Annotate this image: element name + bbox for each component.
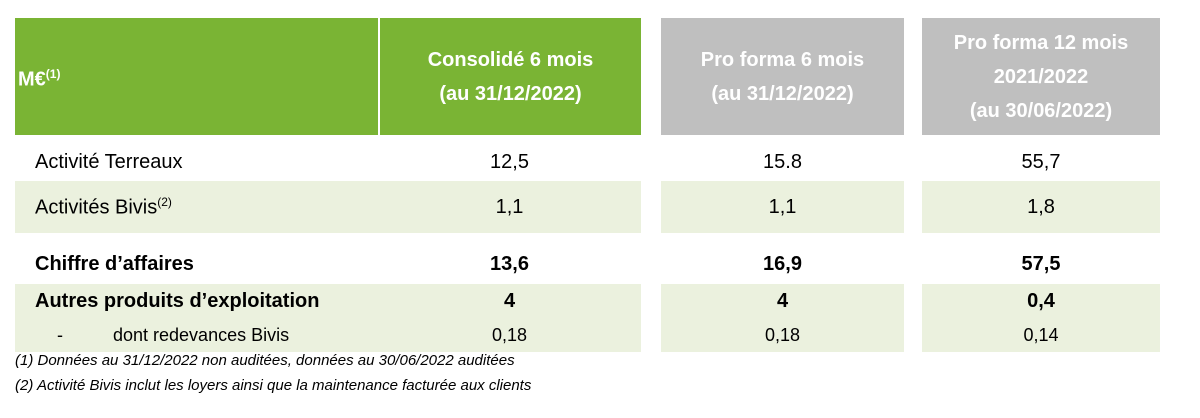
footnote: (2) Activité Bivis inclut les loyers ain… [15,377,531,394]
value-cell: 13,6 [378,245,641,283]
text: Chiffre d’affaires [35,252,194,275]
header-cell: Pro forma 12 mois 2021/2022 (au 30/06/2022… [922,18,1160,135]
value-cell: 57,5 [922,245,1160,283]
value-cell: 0,18 [378,318,641,352]
row-label: Chiffre d’affaires [35,253,378,276]
value-cell: 1,1 [378,181,641,233]
value: 16,9 [763,252,802,275]
header-cell: Consolidé 6 mois (au 31/12/2022) [378,18,641,135]
text: M€ [18,68,46,91]
text: (2) Activité Bivis inclut les loyers ain… [15,377,532,394]
value: 55,7 [1021,150,1061,173]
value-cell: 1,1 [661,181,904,233]
value: 15.8 [763,150,802,173]
row-label-cell: Autres produits d’exploitation [15,284,378,318]
value-cell: 55,7 [922,143,1160,181]
header-line: (au 30/06/2022) [969,99,1113,122]
header-line: (au 31/12/2022) [439,82,582,105]
header-label: M€(1) [18,57,60,97]
header-line: Pro forma 6 mois [700,48,865,71]
header-line: Consolidé 6 mois [427,48,594,71]
value-cell: 4 [378,284,641,318]
value-cell: 0,14 [922,318,1160,352]
value-cell: 12,5 [378,143,641,181]
value-cell: 1,8 [922,181,1160,233]
note: (1) [45,66,61,81]
text: Activités Bivis [35,196,158,219]
value: 4 [503,289,516,312]
header-line: 2021/2022 [993,65,1089,88]
header-line: Pro forma 12 mois [953,31,1129,54]
value: 57,5 [1021,252,1061,275]
header-cell: Pro forma 6 mois (au 31/12/2022) [661,18,904,135]
row-label-cell: Activité Terreaux [15,143,378,181]
prefix: - [57,324,63,345]
note: (2) [157,194,172,209]
row-label-cell: Activités Bivis(2) [15,181,378,233]
text: (1) Données au 31/12/2022 non auditées, … [15,352,515,369]
text: dont redevances Bivis [113,324,290,345]
row-label: - dont redevances Bivis [35,325,378,346]
value: 1,1 [768,195,797,218]
text: Autres produits d’exploitation [35,289,320,312]
row-label: Autres produits d’exploitation [35,290,378,313]
row-label-cell: - dont redevances Bivis [15,318,378,352]
value-cell: 16,9 [661,245,904,283]
value-cell: 0,18 [661,318,904,352]
header-label-cell: M€(1) [15,18,378,135]
row-label-cell: Chiffre d’affaires [15,245,378,283]
value-cell: 0,4 [922,284,1160,318]
value-cell: 15.8 [661,143,904,181]
value: 13,6 [490,252,529,275]
value: 12,5 [490,150,529,173]
value: 0,14 [1023,324,1059,345]
text: Activité Terreaux [35,150,183,173]
value: 1,8 [1027,195,1055,218]
value: 1,1 [495,195,524,218]
row-label: Activités Bivis(2) [35,195,378,220]
value: 0,18 [491,324,528,345]
value: 4 [776,289,789,312]
value-cell: 4 [661,284,904,318]
header-line: (au 31/12/2022) [711,82,854,105]
value: 0,4 [1027,289,1055,312]
value: 0,18 [764,324,801,345]
footnote: (1) Données au 31/12/2022 non auditées, … [15,352,515,369]
row-label: Activité Terreaux [35,151,378,174]
